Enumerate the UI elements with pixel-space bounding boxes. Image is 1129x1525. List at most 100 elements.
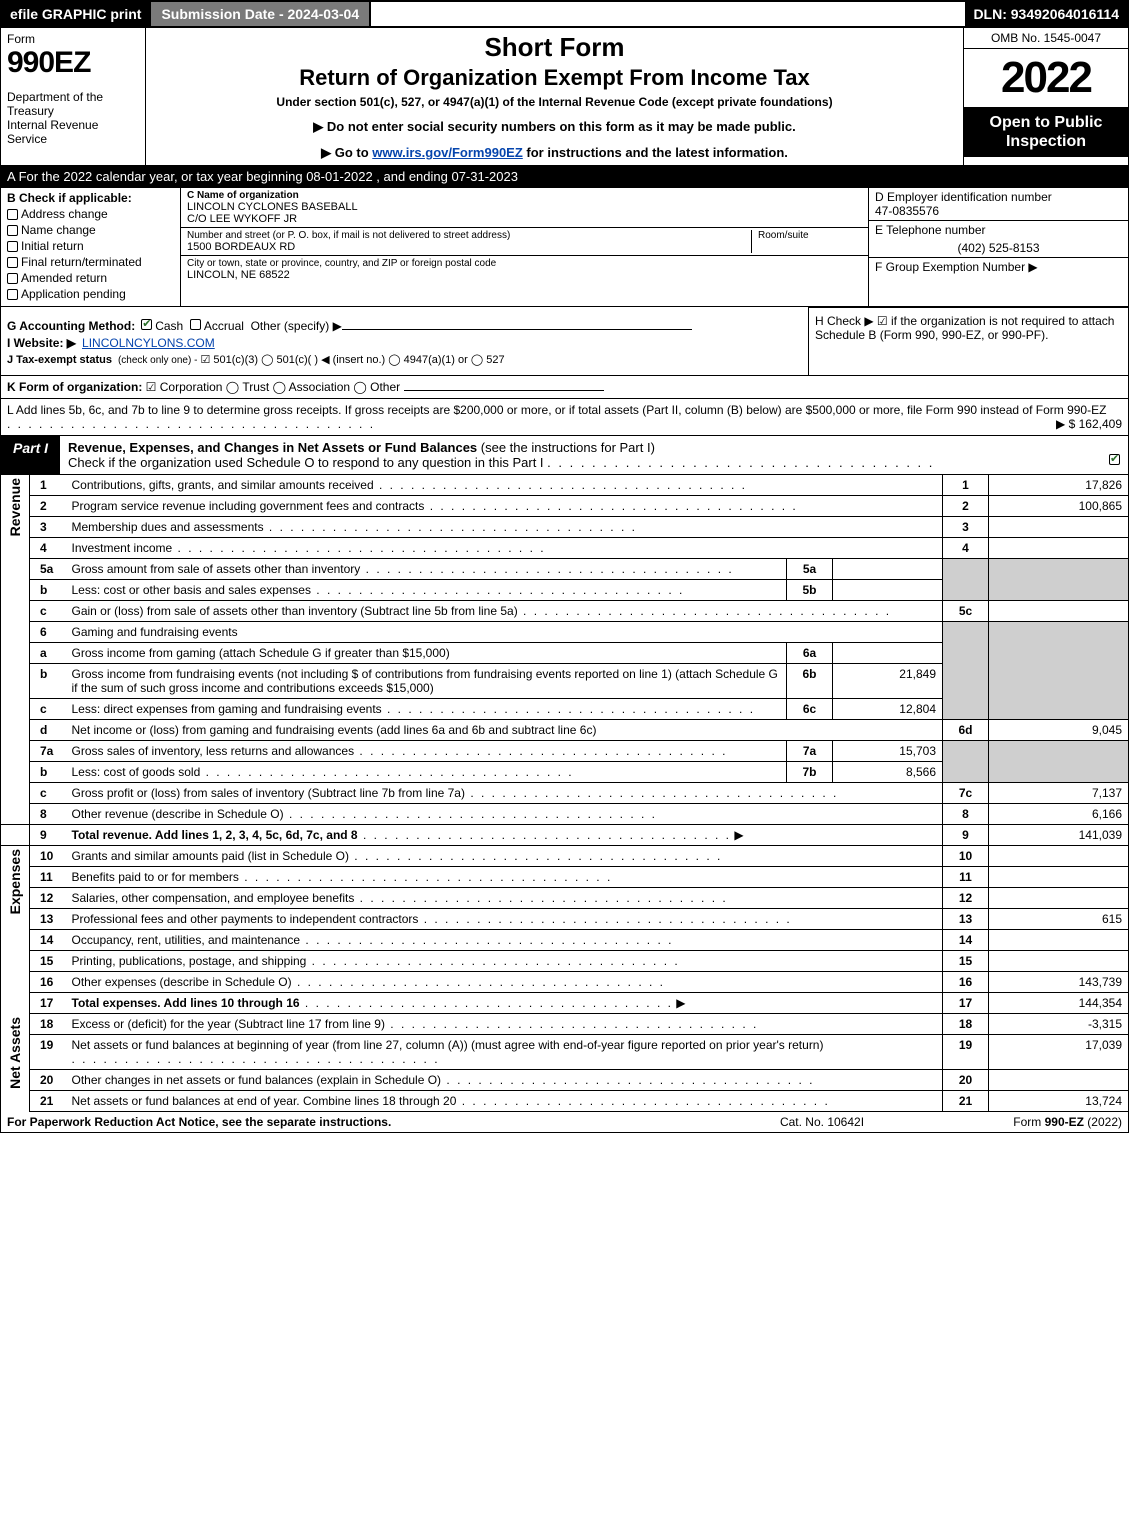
care-of: C/O LEE WYKOFF JR: [187, 213, 862, 225]
line-desc: Benefits paid to or for members: [66, 867, 943, 888]
line-num: 3: [30, 517, 66, 538]
b-item-final-return[interactable]: Final return/terminated: [7, 255, 174, 269]
b-item-label: Initial return: [21, 239, 84, 253]
line-val: 13,724: [989, 1091, 1129, 1112]
line-val: [989, 538, 1129, 559]
form-header: Form 990EZ Department of the Treasury In…: [0, 28, 1129, 166]
line-num: 17: [30, 993, 66, 1014]
desc-text: Other changes in net assets or fund bala…: [72, 1073, 442, 1087]
omb-number: OMB No. 1545-0047: [964, 28, 1128, 49]
checkbox-icon[interactable]: [7, 273, 18, 284]
line-val: [989, 517, 1129, 538]
side-revenue: Revenue: [1, 475, 30, 825]
desc-text: Investment income: [72, 541, 173, 555]
j-row: J Tax-exempt status (check only one) - ☑…: [7, 353, 802, 366]
instruction-1: ▶ Do not enter social security numbers o…: [152, 119, 957, 135]
b-item-name-change[interactable]: Name change: [7, 223, 174, 237]
g-other-input[interactable]: [342, 316, 692, 330]
dots-icon: [284, 807, 657, 821]
instr2-pre: ▶ Go to: [321, 145, 372, 160]
footer-right: Form 990-EZ (2022): [922, 1115, 1122, 1129]
checkbox-accrual-icon[interactable]: [190, 319, 201, 330]
table-row: 6 Gaming and fundraising events: [1, 622, 1129, 643]
shaded-cell: [943, 622, 989, 720]
line-desc: Gross profit or (loss) from sales of inv…: [66, 783, 943, 804]
line-num: 2: [30, 496, 66, 517]
desc-text: Program service revenue including govern…: [72, 499, 425, 513]
line-num: d: [30, 720, 66, 741]
line-ref: 20: [943, 1070, 989, 1091]
table-row: 19Net assets or fund balances at beginni…: [1, 1035, 1129, 1070]
c-city-cell: City or town, state or province, country…: [181, 256, 868, 283]
line-num: a: [30, 643, 66, 664]
line-num: b: [30, 580, 66, 601]
line-num: 16: [30, 972, 66, 993]
dln-label: DLN: 93492064016114: [965, 2, 1127, 26]
g-accrual: Accrual: [204, 319, 244, 333]
dots-icon: [374, 478, 747, 492]
table-row: Net Assets 18 Excess or (deficit) for th…: [1, 1014, 1129, 1035]
k-other-input[interactable]: [404, 390, 604, 391]
table-row: 5a Gross amount from sale of assets othe…: [1, 559, 1129, 580]
form-number: 990EZ: [7, 46, 139, 80]
b-item-address-change[interactable]: Address change: [7, 207, 174, 221]
efile-print-label[interactable]: efile GRAPHIC print: [2, 2, 149, 26]
sub-ref: 5a: [787, 559, 833, 580]
checkbox-icon[interactable]: [7, 209, 18, 220]
b-item-amended[interactable]: Amended return: [7, 271, 174, 285]
dots-icon: [382, 702, 755, 716]
netassets-table: Net Assets 18 Excess or (deficit) for th…: [0, 1014, 1129, 1112]
row-l: L Add lines 5b, 6c, and 7b to line 9 to …: [0, 399, 1129, 436]
b-item-pending[interactable]: Application pending: [7, 287, 174, 301]
shaded-cell: [943, 741, 989, 783]
desc-text: Gain or (loss) from sale of assets other…: [72, 604, 518, 618]
line-desc: Printing, publications, postage, and shi…: [66, 951, 943, 972]
checkbox-cash-icon[interactable]: [141, 319, 152, 330]
line-ref: 9: [943, 825, 989, 846]
c-address-cell: Number and street (or P. O. box, if mail…: [181, 228, 868, 256]
line-desc: Gain or (loss) from sale of assets other…: [66, 601, 943, 622]
side-expenses: Expenses: [1, 846, 30, 1014]
checkbox-icon[interactable]: [7, 289, 18, 300]
line-num: 14: [30, 930, 66, 951]
c-name-cell: C Name of organization LINCOLN CYCLONES …: [181, 188, 868, 228]
submission-date-label: Submission Date - 2024-03-04: [149, 2, 371, 26]
line-desc: Professional fees and other payments to …: [66, 909, 943, 930]
i-row: I Website: ▶ LINCOLNCYLONS.COM: [7, 336, 802, 350]
page-footer: For Paperwork Reduction Act Notice, see …: [0, 1112, 1129, 1133]
line-ref: 1: [943, 475, 989, 496]
revenue-table: Revenue 1 Contributions, gifts, grants, …: [0, 475, 1129, 846]
org-name: LINCOLN CYCLONES BASEBALL: [187, 201, 862, 213]
desc-text: Gross profit or (loss) from sales of inv…: [72, 786, 465, 800]
line-ref: 14: [943, 930, 989, 951]
instr2-post: for instructions and the latest informat…: [523, 145, 788, 160]
line-ref: 7c: [943, 783, 989, 804]
table-row: 9 Total revenue. Add lines 1, 2, 3, 4, 5…: [1, 825, 1129, 846]
f-group-cell: F Group Exemption Number ▶: [869, 258, 1128, 306]
line-desc: Other expenses (describe in Schedule O): [66, 972, 943, 993]
desc-text: Membership dues and assessments: [72, 520, 264, 534]
b-item-initial-return[interactable]: Initial return: [7, 239, 174, 253]
checkbox-icon[interactable]: [7, 257, 18, 268]
desc-text: Total revenue. Add lines 1, 2, 3, 4, 5c,…: [72, 828, 358, 842]
header-left: Form 990EZ Department of the Treasury In…: [1, 28, 146, 165]
expenses-table: Expenses 10 Grants and similar amounts p…: [0, 846, 1129, 1014]
website-link[interactable]: LINCOLNCYLONS.COM: [82, 336, 215, 350]
dots-icon: [172, 541, 545, 555]
table-row: 8 Other revenue (describe in Schedule O)…: [1, 804, 1129, 825]
line-num: 10: [30, 846, 66, 867]
checkbox-icon[interactable]: [7, 225, 18, 236]
line-num: 11: [30, 867, 66, 888]
b-item-label: Final return/terminated: [21, 255, 142, 269]
line-num: 7a: [30, 741, 66, 762]
k-opts: ☑ Corporation ◯ Trust ◯ Association ◯ Ot…: [146, 380, 400, 394]
b-item-label: Amended return: [21, 271, 107, 285]
line-num: b: [30, 664, 66, 699]
checkbox-icon[interactable]: [1109, 454, 1120, 465]
section-bcdef: B Check if applicable: Address change Na…: [0, 188, 1129, 307]
irs-link[interactable]: www.irs.gov/Form990EZ: [372, 145, 523, 160]
checkbox-icon[interactable]: [7, 241, 18, 252]
header-center: Short Form Return of Organization Exempt…: [146, 28, 963, 165]
line-num: b: [30, 762, 66, 783]
line-desc: Grants and similar amounts paid (list in…: [66, 846, 943, 867]
